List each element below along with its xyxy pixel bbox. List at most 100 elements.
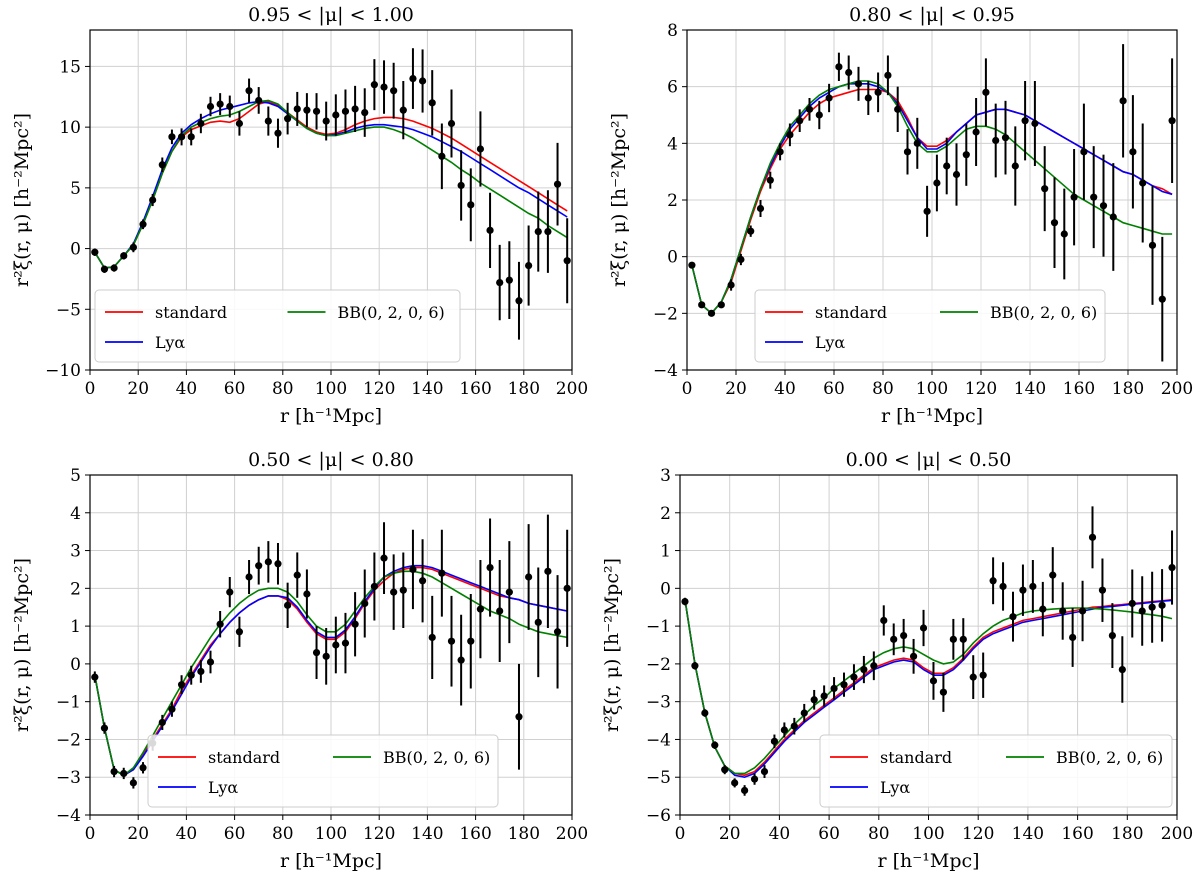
data-point xyxy=(563,257,571,265)
x-tick-label: 100 xyxy=(315,379,347,399)
data-point xyxy=(486,226,494,234)
data-point xyxy=(979,671,987,679)
x-tick-label: 20 xyxy=(725,379,747,399)
legend-label: standard xyxy=(880,748,952,767)
data-point xyxy=(553,628,562,636)
data-point xyxy=(845,68,853,77)
data-point xyxy=(820,692,828,700)
data-point xyxy=(370,582,378,591)
y-tick-label: −2 xyxy=(56,730,81,750)
data-point xyxy=(939,688,948,696)
data-point xyxy=(1148,241,1157,249)
panel-title: 0.50 < |μ| < 0.80 xyxy=(248,449,414,471)
data-point xyxy=(919,624,928,632)
y-tick-label: 0 xyxy=(70,240,81,260)
y-tick-label: 1 xyxy=(70,617,81,637)
data-point xyxy=(206,658,215,666)
data-point xyxy=(1011,162,1019,170)
x-tick-label: 140 xyxy=(411,824,443,844)
x-tick-label: 60 xyxy=(224,379,246,399)
x-tick-label: 80 xyxy=(272,824,294,844)
data-point xyxy=(447,637,456,645)
data-point xyxy=(909,652,918,660)
data-point xyxy=(149,196,157,204)
data-point xyxy=(1139,179,1147,187)
data-point xyxy=(969,673,977,681)
data-point xyxy=(959,635,967,643)
y-tick-label: −5 xyxy=(646,768,671,788)
y-tick-label: 4 xyxy=(667,134,678,154)
x-tick-label: 0 xyxy=(675,824,686,844)
data-point xyxy=(1060,230,1068,238)
y-tick-label: 0 xyxy=(667,248,678,268)
data-point xyxy=(544,567,552,575)
data-point xyxy=(467,637,475,645)
data-point xyxy=(476,605,485,613)
data-point xyxy=(544,227,552,236)
x-tick-label: 40 xyxy=(176,379,198,399)
data-point xyxy=(760,767,769,776)
x-tick-label: 120 xyxy=(962,824,994,844)
data-point xyxy=(264,558,272,566)
data-point xyxy=(1158,601,1166,609)
data-point xyxy=(1168,117,1176,125)
data-point xyxy=(139,220,147,228)
data-point xyxy=(553,180,562,188)
data-point xyxy=(1118,665,1126,674)
data-point xyxy=(727,281,735,289)
data-point xyxy=(177,681,186,689)
data-point xyxy=(1059,607,1067,615)
x-axis-label: r [h⁻¹Mpc] xyxy=(881,405,983,427)
data-point xyxy=(467,201,475,209)
panel-mu-050-080: 0 20 40 60 80 100 120 140 160 180 200 −4 −3 −2 −1 0 1 2 3 4… xyxy=(11,449,588,872)
data-point xyxy=(1001,134,1010,142)
panel-title: 0.95 < |μ| < 1.00 xyxy=(248,4,414,26)
data-point xyxy=(1119,97,1127,105)
data-point xyxy=(681,597,689,606)
data-point xyxy=(399,106,407,114)
data-point xyxy=(399,586,407,594)
data-point xyxy=(110,767,118,776)
data-point xyxy=(701,709,709,717)
legend-label: BB(0, 2, 0, 6) xyxy=(990,303,1097,322)
data-point xyxy=(418,77,427,85)
y-tick-label: −3 xyxy=(646,693,671,713)
data-point xyxy=(332,641,340,649)
x-tick-label: 180 xyxy=(508,379,540,399)
legend-label: standard xyxy=(155,303,227,322)
data-point xyxy=(110,264,118,272)
data-point xyxy=(1168,563,1176,572)
series-line-bb-0-2-0-6 xyxy=(684,599,1173,775)
x-tick-label: 180 xyxy=(508,824,540,844)
data-point xyxy=(303,590,311,598)
data-point xyxy=(890,635,898,643)
data-point xyxy=(129,779,137,787)
data-point xyxy=(1099,202,1108,210)
x-tick-label: 180 xyxy=(1112,379,1144,399)
data-point xyxy=(139,764,147,772)
data-point xyxy=(158,161,166,169)
data-point xyxy=(780,726,788,734)
data-point xyxy=(361,108,369,117)
data-point xyxy=(913,139,921,147)
y-tick-label: 8 xyxy=(667,21,678,41)
data-point xyxy=(505,276,513,284)
y-tick-label: 10 xyxy=(59,118,81,138)
data-point xyxy=(747,227,755,235)
data-point xyxy=(776,148,784,156)
data-point xyxy=(1088,533,1097,541)
plot-area xyxy=(688,44,1176,362)
data-point xyxy=(380,554,388,562)
data-point xyxy=(235,628,244,636)
data-point xyxy=(982,88,990,96)
data-point xyxy=(766,176,774,184)
legend: standard Lyα BB(0, 2, 0, 6) xyxy=(819,734,1173,808)
y-axis-label: r²ξ(r, μ) [h⁻²Mpc²] xyxy=(608,113,630,287)
data-point xyxy=(1109,213,1117,221)
data-point xyxy=(428,99,436,107)
data-point xyxy=(312,107,321,115)
data-point xyxy=(810,696,818,704)
plot-area xyxy=(91,514,571,789)
data-point xyxy=(870,662,878,670)
x-tick-label: 160 xyxy=(1061,824,1093,844)
